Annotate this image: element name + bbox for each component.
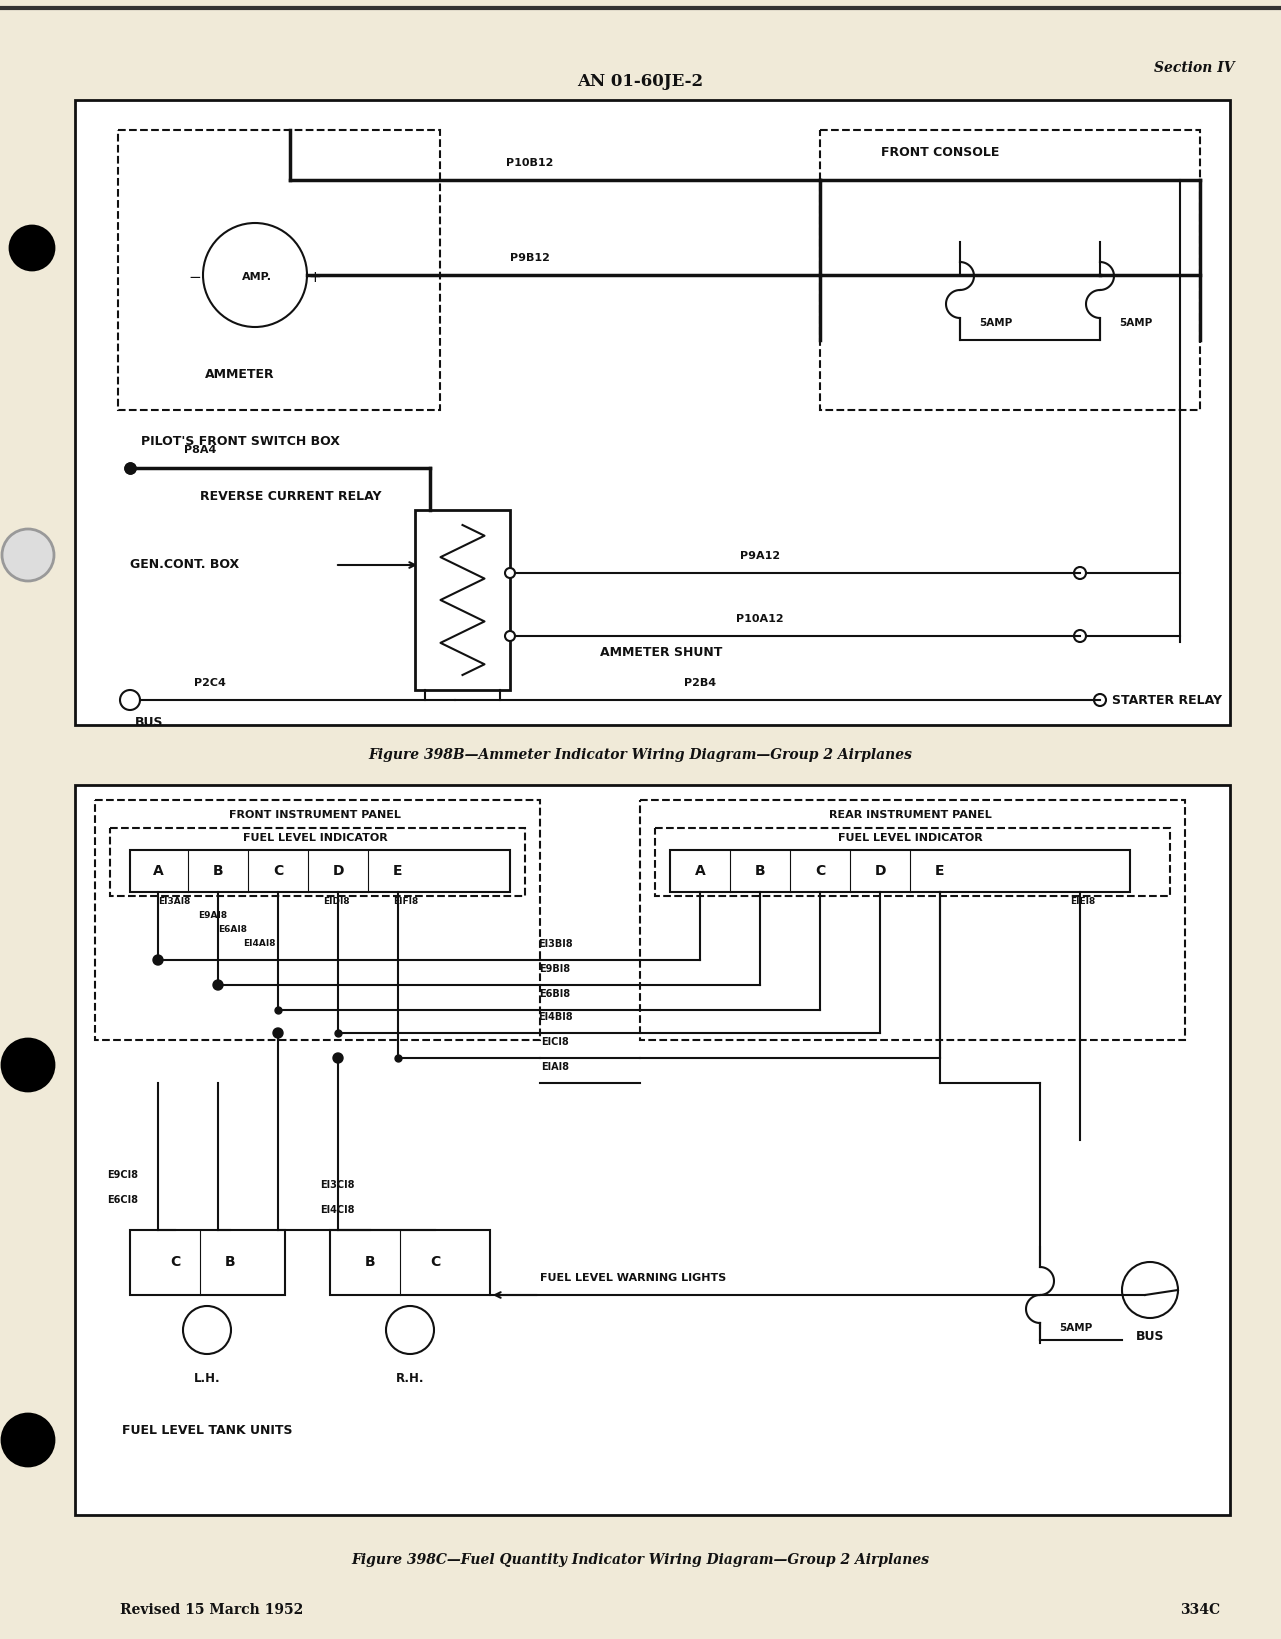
Bar [670, 851, 1130, 892]
Bar [76, 100, 1230, 724]
Bar [76, 785, 1230, 1514]
Text: D: D [332, 864, 343, 879]
Text: C: C [430, 1255, 441, 1269]
Text: STARTER RELAY: STARTER RELAY [1112, 693, 1222, 706]
Circle shape [386, 1306, 434, 1354]
Circle shape [1073, 567, 1086, 579]
Text: GEN.CONT. BOX: GEN.CONT. BOX [129, 559, 240, 572]
Bar [110, 828, 525, 897]
Bar [415, 510, 510, 690]
Text: E: E [393, 864, 402, 879]
Circle shape [202, 223, 307, 328]
Text: B: B [365, 1255, 375, 1269]
Text: P9B12: P9B12 [510, 252, 550, 262]
Text: EI4CI8: EI4CI8 [320, 1205, 355, 1214]
Text: A: A [694, 864, 706, 879]
Text: +: + [309, 269, 322, 285]
Text: EI4AI8: EI4AI8 [243, 939, 275, 949]
Text: B: B [224, 1255, 236, 1269]
Circle shape [10, 226, 54, 270]
Text: EI3BI8: EI3BI8 [538, 939, 573, 949]
Text: B: B [755, 864, 765, 879]
Bar [95, 800, 541, 1041]
Text: P10B12: P10B12 [506, 157, 553, 169]
Circle shape [183, 1306, 231, 1354]
Circle shape [1122, 1262, 1179, 1318]
Bar [640, 800, 1185, 1041]
Text: FUEL LEVEL TANK UNITS: FUEL LEVEL TANK UNITS [122, 1424, 292, 1436]
Text: AMMETER SHUNT: AMMETER SHUNT [600, 646, 722, 659]
Text: A: A [152, 864, 164, 879]
Text: EI3AI8: EI3AI8 [158, 898, 191, 906]
Text: Section IV: Section IV [1154, 61, 1235, 75]
Text: FUEL LEVEL WARNING LIGHTS: FUEL LEVEL WARNING LIGHTS [541, 1274, 726, 1283]
Text: EIDI8: EIDI8 [323, 898, 350, 906]
Text: P9A12: P9A12 [740, 551, 780, 561]
Text: E9AI8: E9AI8 [199, 911, 227, 921]
Text: EI4BI8: EI4BI8 [538, 1011, 573, 1023]
Circle shape [152, 956, 163, 965]
Circle shape [1073, 629, 1086, 642]
Text: Revised 15 March 1952: Revised 15 March 1952 [120, 1603, 304, 1618]
Text: EIFI8: EIFI8 [393, 898, 419, 906]
Text: E6BI8: E6BI8 [539, 988, 570, 1000]
Text: FUEL LEVEL INDICATOR: FUEL LEVEL INDICATOR [242, 833, 387, 842]
Text: L.H.: L.H. [193, 1372, 220, 1385]
Text: FUEL LEVEL INDICATOR: FUEL LEVEL INDICATOR [838, 833, 983, 842]
Bar [330, 1229, 491, 1295]
Text: P10A12: P10A12 [737, 615, 784, 624]
Circle shape [505, 631, 515, 641]
Text: E6CI8: E6CI8 [108, 1195, 138, 1205]
Bar [820, 129, 1200, 410]
Text: 334C: 334C [1180, 1603, 1220, 1618]
Circle shape [333, 1052, 343, 1064]
Text: P2C4: P2C4 [193, 679, 225, 688]
Bar [118, 129, 439, 410]
Text: EIEI8: EIEI8 [1070, 898, 1095, 906]
Circle shape [3, 529, 54, 580]
Text: R.H.: R.H. [396, 1372, 424, 1385]
Text: E: E [935, 864, 945, 879]
Text: FRONT CONSOLE: FRONT CONSOLE [881, 146, 999, 159]
Text: Figure 398C—Fuel Quantity Indicator Wiring Diagram—Group 2 Airplanes: Figure 398C—Fuel Quantity Indicator Wiri… [351, 1554, 929, 1567]
Text: E9CI8: E9CI8 [108, 1170, 138, 1180]
Text: E6AI8: E6AI8 [218, 926, 247, 934]
Bar [129, 1229, 284, 1295]
Bar [655, 828, 1170, 897]
Circle shape [273, 1028, 283, 1037]
Text: BUS: BUS [135, 716, 164, 729]
Text: B: B [213, 864, 223, 879]
Text: 5AMP: 5AMP [979, 318, 1012, 328]
Text: REVERSE CURRENT RELAY: REVERSE CURRENT RELAY [200, 490, 382, 503]
Text: C: C [170, 1255, 181, 1269]
Text: 5AMP: 5AMP [1059, 1323, 1093, 1333]
Text: AN 01-60JE-2: AN 01-60JE-2 [576, 74, 703, 90]
Text: PILOT'S FRONT SWITCH BOX: PILOT'S FRONT SWITCH BOX [141, 434, 339, 447]
Circle shape [213, 980, 223, 990]
Text: AMP.: AMP. [242, 272, 272, 282]
Text: E9BI8: E9BI8 [539, 964, 570, 974]
Text: P8A4: P8A4 [183, 446, 216, 456]
Circle shape [3, 1039, 54, 1092]
Circle shape [3, 1414, 54, 1465]
Circle shape [505, 569, 515, 579]
Circle shape [120, 690, 140, 710]
Bar [129, 851, 510, 892]
Text: 5AMP: 5AMP [1120, 318, 1152, 328]
Text: REAR INSTRUMENT PANEL: REAR INSTRUMENT PANEL [829, 810, 991, 820]
Text: EI3CI8: EI3CI8 [320, 1180, 355, 1190]
Text: EIAI8: EIAI8 [541, 1062, 569, 1072]
Text: P2B4: P2B4 [684, 679, 716, 688]
Text: C: C [273, 864, 283, 879]
Text: EICI8: EICI8 [541, 1037, 569, 1047]
Text: D: D [874, 864, 885, 879]
Text: Figure 398B—Ammeter Indicator Wiring Diagram—Group 2 Airplanes: Figure 398B—Ammeter Indicator Wiring Dia… [368, 747, 912, 762]
Text: FRONT INSTRUMENT PANEL: FRONT INSTRUMENT PANEL [229, 810, 401, 820]
Circle shape [1094, 693, 1106, 706]
Text: C: C [815, 864, 825, 879]
Text: −: − [188, 269, 201, 285]
Text: BUS: BUS [1136, 1329, 1164, 1342]
Text: AMMETER: AMMETER [205, 369, 275, 382]
